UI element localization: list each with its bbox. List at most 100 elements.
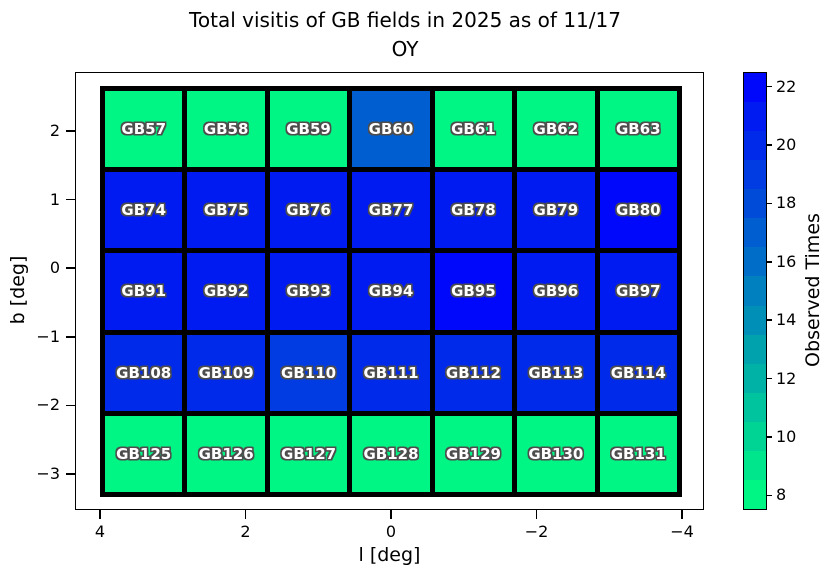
heatmap-cell: GB131 <box>599 415 677 492</box>
field-label: GB114 <box>610 363 666 382</box>
colorbar-tick <box>767 319 772 321</box>
colorbar-tick <box>767 144 772 146</box>
heatmap-cell: GB59 <box>269 91 348 168</box>
heatmap-cell: GB110 <box>269 334 348 411</box>
x-axis-tick-label: 2 <box>240 522 251 541</box>
field-label: GB93 <box>286 282 331 301</box>
field-label: GB92 <box>203 282 249 301</box>
colorbar-band <box>744 247 766 277</box>
x-axis-tick <box>244 510 247 519</box>
field-label: GB97 <box>615 282 661 301</box>
colorbar-band <box>744 305 766 335</box>
y-axis-tick-label: 1 <box>49 189 60 209</box>
heatmap-grid: GB57 GB58 GB59 GB60 GB61 GB62 GB63 GB74 GB75 GB76… <box>100 86 682 497</box>
field-label: GB60 <box>368 120 414 139</box>
field-label: GB75 <box>203 201 249 220</box>
y-axis-title: b [deg] <box>7 255 29 325</box>
heatmap-cell: GB97 <box>599 253 677 330</box>
field-label: GB95 <box>451 282 496 301</box>
colorbar-tick-label: 8 <box>776 485 787 505</box>
heatmap-cell: GB58 <box>187 91 265 168</box>
colorbar-tick <box>767 85 772 88</box>
colorbar-tick <box>767 494 772 497</box>
field-label: GB125 <box>116 444 172 463</box>
field-label: GB91 <box>121 282 167 301</box>
heatmap-cell: GB95 <box>434 253 513 330</box>
heatmap-cell: GB91 <box>105 253 183 330</box>
colorbar-tick-label: 22 <box>776 76 797 96</box>
heatmap-cell: GB114 <box>599 334 677 411</box>
heatmap-cell: GB60 <box>352 91 430 168</box>
heatmap-cell: GB111 <box>352 334 430 411</box>
colorbar-band <box>744 160 766 190</box>
heatmap-cell: GB80 <box>599 172 677 249</box>
heatmap-cell: GB129 <box>434 415 513 492</box>
field-label: GB61 <box>451 120 496 139</box>
x-axis-tick-label: 0 <box>385 522 397 541</box>
colorbar-band <box>744 131 766 161</box>
field-label: GB113 <box>528 363 584 382</box>
heatmap-cell: GB127 <box>269 415 348 492</box>
x-axis-tick <box>681 510 683 519</box>
field-label: GB74 <box>121 201 167 220</box>
heatmap-cell: GB112 <box>434 334 513 411</box>
colorbar-tick-label: 16 <box>776 251 797 271</box>
field-label: GB96 <box>533 282 579 301</box>
colorbar-band <box>744 363 766 393</box>
heatmap-cell: GB63 <box>599 91 677 168</box>
heatmap-cell: GB109 <box>187 334 265 411</box>
field-label: GB130 <box>528 444 584 463</box>
field-label: GB129 <box>445 444 501 463</box>
heatmap-cell: GB128 <box>352 415 430 492</box>
field-label: GB78 <box>451 201 496 220</box>
field-label: GB77 <box>368 201 414 220</box>
chart-title-line1: Total visitis of GB fields in 2025 as of… <box>189 8 621 32</box>
field-label: GB111 <box>363 363 419 382</box>
colorbar-band <box>744 276 766 306</box>
field-label: GB59 <box>286 120 331 139</box>
colorbar-band <box>744 479 766 509</box>
colorbar-tick-label: 18 <box>776 193 797 213</box>
field-label: GB79 <box>533 201 579 220</box>
heatmap-cell: GB96 <box>517 253 595 330</box>
colorbar-tick-label: 14 <box>776 310 797 330</box>
x-axis-tick <box>99 510 101 519</box>
heatmap-cell: GB130 <box>517 415 595 492</box>
field-label: GB112 <box>445 363 501 382</box>
y-axis-tick <box>66 267 75 269</box>
heatmap-cell: GB126 <box>187 415 265 492</box>
colorbar-title: Observed Times <box>802 213 824 367</box>
field-label: GB76 <box>286 201 331 220</box>
colorbar-tick <box>767 436 772 438</box>
heatmap-cell: GB62 <box>517 91 595 168</box>
heatmap-cell: GB108 <box>105 334 183 411</box>
colorbar-tick-label: 10 <box>776 427 797 446</box>
field-label: GB62 <box>533 120 579 139</box>
field-label: GB127 <box>281 444 337 463</box>
x-axis-title: l [deg] <box>358 544 421 566</box>
field-label: GB63 <box>615 120 661 139</box>
field-label: GB58 <box>203 120 249 139</box>
heatmap-cell: GB92 <box>187 253 265 330</box>
x-axis-tick-label: −2 <box>524 522 549 541</box>
heatmap-cell: GB113 <box>517 334 595 411</box>
field-label: GB94 <box>368 282 414 301</box>
heatmap-cell: GB57 <box>105 91 183 168</box>
colorbar-band <box>744 218 766 248</box>
colorbar-band <box>744 73 766 103</box>
colorbar-tick-label: 20 <box>776 135 797 154</box>
y-axis-tick <box>66 404 75 407</box>
colorbar <box>743 72 767 510</box>
colorbar-band <box>744 189 766 219</box>
y-axis-tick-label: 2 <box>49 121 60 140</box>
field-label: GB128 <box>363 444 419 463</box>
x-axis-tick <box>390 510 392 519</box>
field-label: GB126 <box>198 444 254 463</box>
heatmap-cell: GB76 <box>269 172 348 249</box>
colorbar-band <box>744 450 766 480</box>
heatmap-cell: GB94 <box>352 253 430 330</box>
chart-title-line2: OY <box>391 37 419 61</box>
x-axis-tick-label: 4 <box>94 522 106 541</box>
y-axis-tick <box>66 473 75 475</box>
